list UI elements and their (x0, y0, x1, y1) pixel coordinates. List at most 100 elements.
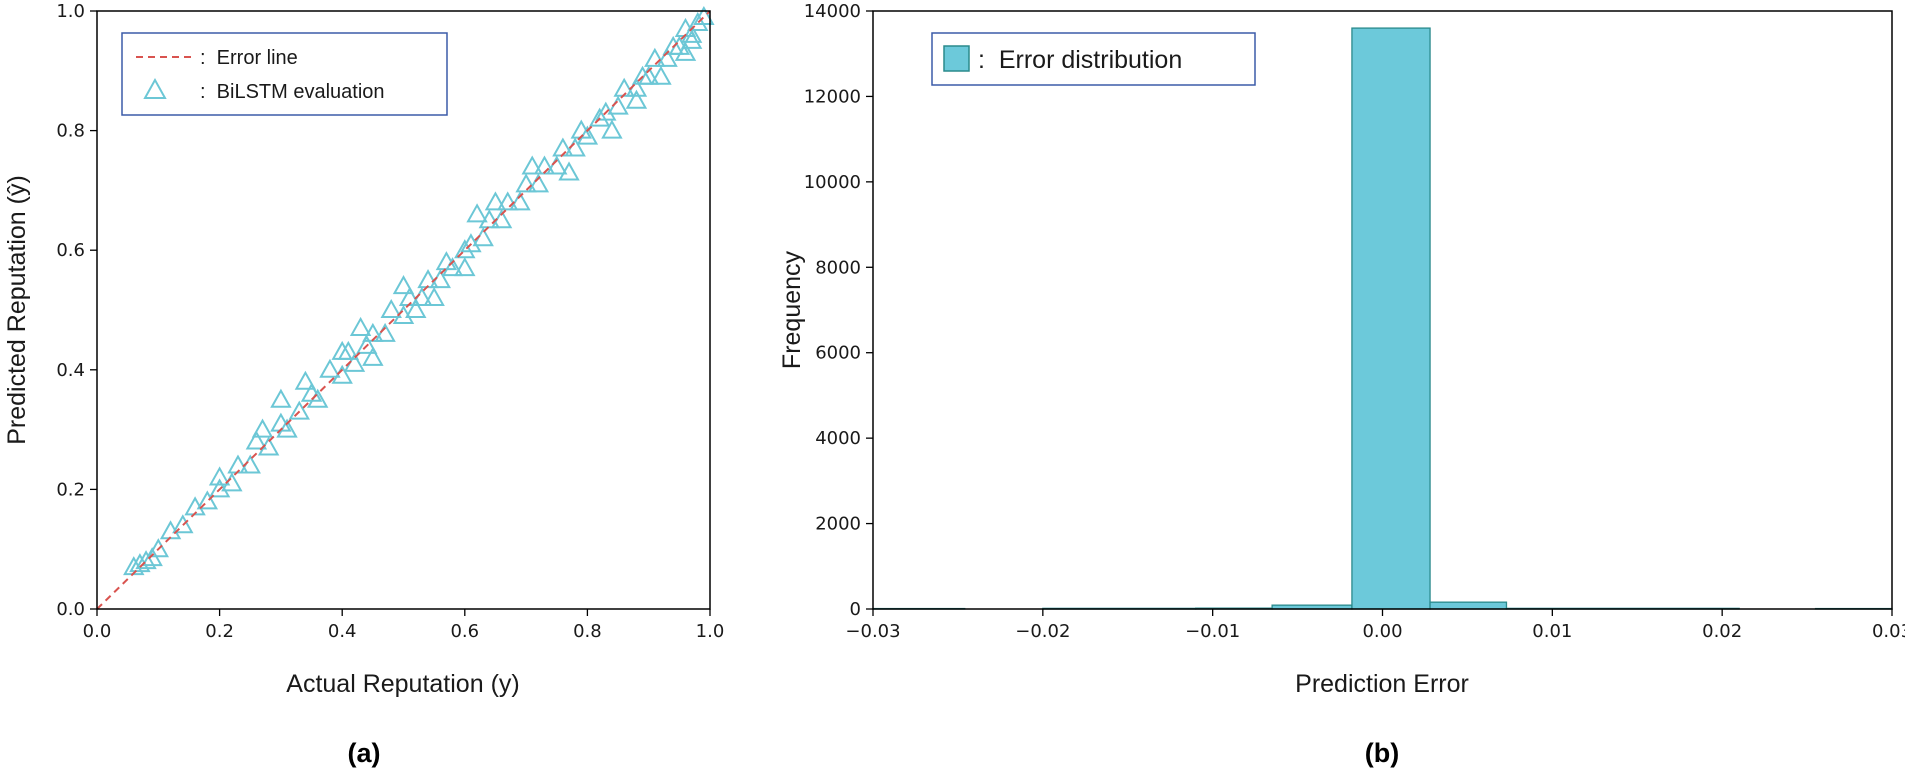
scatter-point (405, 298, 427, 318)
scatter-y-ticks: 0.0 0.2 0.4 0.6 0.8 1.0 (56, 1, 97, 620)
y-tick-label: 14000 (804, 1, 861, 22)
scatter-point (331, 364, 353, 384)
scatter-y-axis-label: Predicted Reputation (ŷ) (3, 175, 31, 445)
y-tick-label: 6000 (815, 343, 861, 364)
scatter-point (680, 29, 703, 49)
histogram-panel: −0.03 −0.02 −0.01 0.00 0.01 0.02 0.03 0 2000 400… (778, 1, 1905, 768)
y-tick-label: 0.0 (56, 599, 85, 620)
scatter-point (147, 538, 170, 558)
scatter-point (625, 89, 648, 109)
legend-error-distribution-label: : Error distribution (978, 46, 1182, 74)
scatter-point (423, 287, 445, 307)
y-tick-label: 2000 (815, 514, 861, 535)
x-tick-label: −0.02 (1015, 621, 1070, 642)
scatter-point (644, 47, 666, 67)
y-tick-label: 0.6 (56, 240, 85, 261)
y-tick-label: 0.8 (56, 121, 85, 142)
scatter-point (637, 65, 660, 85)
histogram-legend-box (931, 32, 1256, 86)
scatter-x-axis-label: Actual Reputation (y) (286, 670, 519, 698)
error-line (96, 10, 711, 610)
x-tick-label: 0.03 (1872, 621, 1905, 642)
legend-triangle-marker-icon (143, 77, 167, 99)
scatter-point (196, 490, 219, 510)
legend-bilstm-label: : BiLSTM evaluation (200, 81, 385, 103)
histogram-y-axis-label: Frequency (778, 250, 806, 369)
y-tick-label: 0.4 (56, 360, 85, 381)
scatter-point (374, 322, 396, 342)
scatter-point (172, 514, 194, 534)
scatter-point (558, 161, 580, 181)
y-tick-label: 10000 (804, 172, 861, 193)
scatter-point (687, 11, 709, 31)
histogram-x-axis-label: Prediction Error (1295, 670, 1469, 698)
scatter-point (546, 155, 568, 175)
scatter-point (349, 316, 372, 336)
scatter-point (693, 5, 715, 25)
x-tick-label: 0.8 (573, 621, 602, 642)
y-tick-label: 12000 (804, 86, 861, 107)
panel-b-caption: (b) (1365, 738, 1399, 768)
scatter-point (441, 257, 464, 277)
scatter-x-ticks: 0.0 0.2 0.4 0.6 0.8 1.0 (83, 609, 725, 642)
scatter-point (680, 23, 703, 43)
scatter-legend-box (121, 32, 448, 116)
scatter-point (245, 430, 268, 450)
scatter-legend: : Error line : BiLSTM evaluation (121, 32, 448, 116)
scatter-point (362, 346, 384, 366)
scatter-panel: 0.0 0.2 0.4 0.6 0.8 1.0 0.0 0.2 0.4 0.6 0.8 1.0 Ac… (3, 1, 724, 768)
x-tick-label: −0.03 (845, 621, 900, 642)
x-tick-label: 0.02 (1702, 621, 1742, 642)
histogram-x-ticks: −0.03 −0.02 −0.01 0.00 0.01 0.02 0.03 (845, 609, 1905, 642)
scatter-point (380, 298, 402, 318)
scatter-point (135, 550, 157, 570)
legend-error-line-label: : Error line (200, 47, 298, 69)
scatter-point (454, 257, 476, 277)
x-tick-label: 0.4 (328, 621, 357, 642)
panel-a-caption: (a) (348, 738, 381, 768)
y-tick-label: 0 (850, 599, 861, 620)
x-tick-label: 0.01 (1532, 621, 1572, 642)
scatter-point (466, 203, 488, 223)
y-tick-label: 0.2 (56, 479, 85, 500)
scatter-point (509, 191, 531, 211)
scatter-point (497, 191, 519, 211)
scatter-point (319, 358, 341, 378)
scatter-point (521, 155, 543, 175)
x-tick-label: 0.6 (450, 621, 479, 642)
histogram-bar (1429, 601, 1508, 610)
scatter-point (674, 41, 697, 61)
scatter-point (601, 119, 623, 139)
y-tick-label: 4000 (815, 428, 861, 449)
scatter-point (270, 388, 292, 408)
scatter-point (294, 370, 317, 390)
x-tick-label: 0.0 (83, 621, 112, 642)
histogram-bar (1351, 27, 1431, 610)
histogram-y-ticks: 0 2000 4000 6000 8000 10000 12000 14000 (804, 1, 873, 620)
legend-bar-swatch-icon (943, 45, 970, 72)
histogram-legend: : Error distribution (931, 32, 1256, 86)
x-tick-label: 0.2 (205, 621, 234, 642)
scatter-point (656, 47, 678, 67)
scatter-point (484, 191, 507, 211)
scatter-point (392, 275, 415, 295)
scatter-point (356, 334, 378, 354)
scatter-point (331, 340, 353, 360)
scatter-point (564, 137, 586, 157)
scatter-point (251, 418, 274, 438)
histogram-bars (872, 27, 1893, 610)
scatter-point (208, 466, 231, 486)
scatter-point (607, 95, 629, 115)
scatter-point (527, 173, 550, 193)
scatter-point (515, 173, 537, 193)
scatter-point (588, 107, 611, 127)
x-tick-label: −0.01 (1185, 621, 1240, 642)
y-tick-label: 1.0 (56, 1, 85, 22)
x-tick-label: 1.0 (696, 621, 725, 642)
scatter-point (650, 65, 672, 85)
y-tick-label: 8000 (815, 257, 861, 278)
x-tick-label: 0.00 (1362, 621, 1402, 642)
scatter-plot-frame (96, 10, 711, 610)
scatter-point (288, 400, 310, 420)
